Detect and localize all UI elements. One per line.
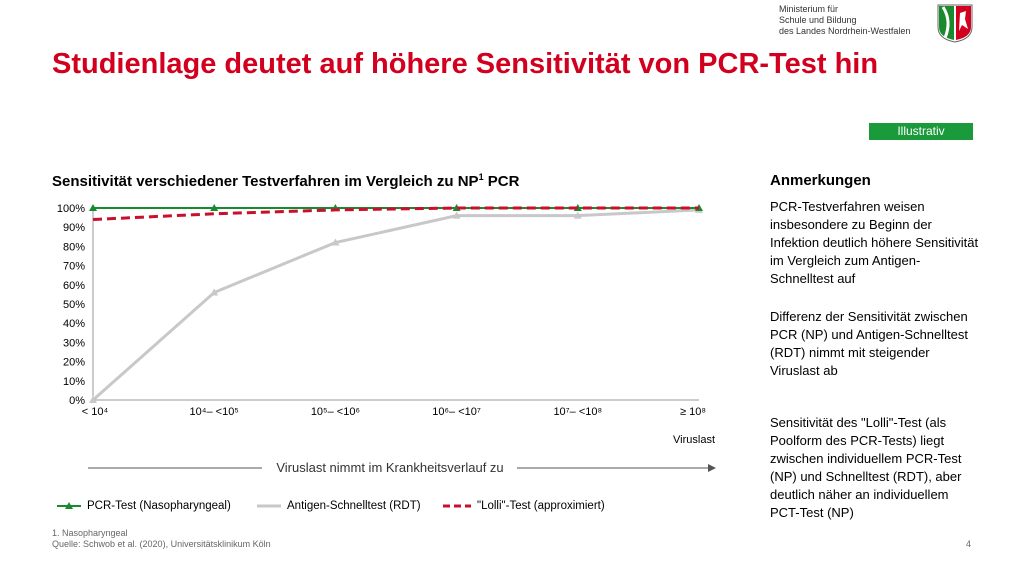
series-line-2 (92, 206, 699, 222)
x-tick-label: 10⁵– <10⁶ (311, 406, 360, 418)
data-point (210, 204, 219, 211)
illustrative-badge: Illustrativ (869, 123, 973, 140)
y-tick-label: 30% (63, 337, 85, 349)
note-item: Differenz der Sensitivität zwischen PCR … (770, 309, 968, 378)
x-tick-label: 10⁷– <10⁸ (553, 406, 602, 418)
notes-title: Anmerkungen (770, 172, 871, 189)
arrow-head-icon (708, 464, 716, 472)
ministry-name: Ministerium für Schule und Bildung des L… (779, 4, 910, 37)
y-tick-label: 40% (63, 318, 85, 330)
legend-antigen: Antigen-Schnelltest (RDT) (257, 500, 421, 512)
y-tick-label: 60% (63, 280, 85, 292)
x-tick-label: ≥ 10⁸ (680, 406, 706, 418)
note-item: PCR-Testverfahren weisen insbesondere zu… (770, 199, 979, 286)
x-tick-label: < 10⁴ (82, 406, 109, 418)
chart-title: Sensitivität verschiedener Testverfahren… (52, 172, 520, 190)
y-tick-label: 100% (57, 203, 85, 215)
legend-lolli: "Lolli"-Test (approximiert) (443, 500, 605, 512)
y-tick-label: 80% (63, 241, 85, 253)
y-tick-label: 90% (63, 222, 85, 234)
legend-pcr: PCR-Test (Nasopharyngeal) (57, 500, 231, 512)
series-line-1 (92, 208, 700, 402)
x-axis-label: Viruslast (673, 434, 715, 446)
data-point (452, 211, 461, 219)
x-tick-label: 10⁶– <10⁷ (432, 406, 481, 418)
y-tick-label: 50% (63, 299, 85, 311)
y-tick-label: 20% (63, 357, 85, 369)
x-tick-label: 10⁴– <10⁵ (190, 406, 239, 418)
ministry-line: Ministerium für (779, 4, 839, 14)
page-number: 4 (966, 539, 972, 549)
source-text: Quelle: Schwob et al. (2020), Universitä… (52, 539, 271, 549)
y-tick-label: 10% (63, 376, 85, 388)
footnote: 1. Nasopharyngeal Quelle: Schwob et al. … (52, 528, 271, 550)
y-tick-label: 70% (63, 261, 85, 273)
data-point (89, 204, 97, 211)
ministry-line: des Landes Nordrhein-Westfalen (779, 26, 911, 36)
y-tick-label: 0% (69, 395, 85, 407)
note-item: Sensitivität des "Lolli"-Test (als Poolf… (770, 415, 962, 520)
arrow-label: Viruslast nimmt im Krankheitsverlauf zu (276, 460, 503, 475)
data-point (89, 396, 97, 403)
footnote-text: 1. Nasopharyngeal (52, 528, 128, 538)
page-title: Studienlage deutet auf höhere Sensitivit… (52, 48, 879, 80)
data-point (573, 211, 582, 219)
data-point (210, 288, 219, 296)
data-point (331, 238, 340, 246)
ministry-line: Schule und Bildung (779, 15, 857, 25)
nrw-crest-logo (937, 4, 973, 43)
